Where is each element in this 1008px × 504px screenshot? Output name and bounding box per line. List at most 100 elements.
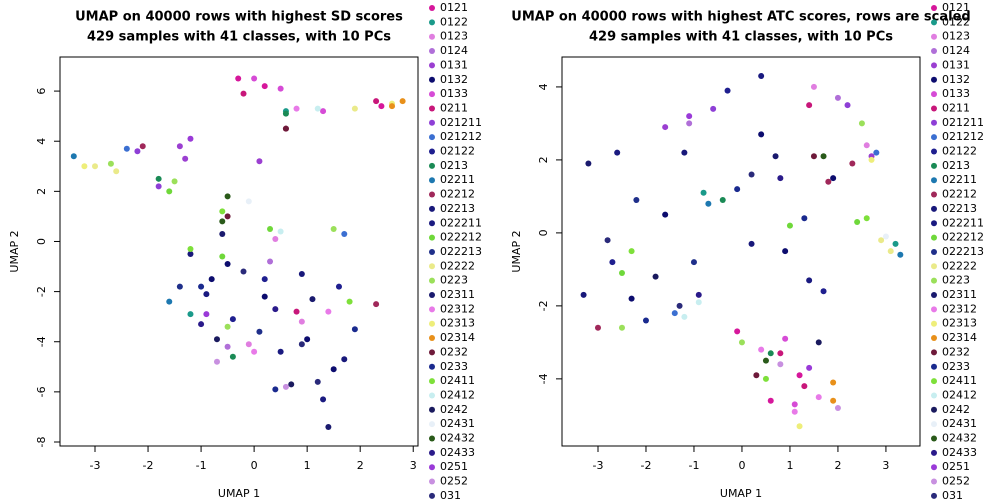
point [277, 348, 284, 355]
point [767, 350, 774, 357]
legend-marker [429, 19, 435, 26]
legend-marker [429, 5, 435, 11]
point [187, 311, 194, 318]
point [351, 326, 358, 333]
legend-label: 022212 [942, 231, 984, 244]
legend-marker [429, 378, 435, 385]
point [224, 261, 231, 268]
point [834, 405, 841, 412]
legend-label: 02311 [942, 288, 977, 301]
legend-label: 0121 [942, 1, 970, 14]
x-tick-label: 3 [882, 459, 889, 472]
x-tick-label: 0 [251, 459, 258, 472]
point [187, 251, 194, 258]
point [267, 225, 274, 232]
legend-label: 0242 [942, 403, 970, 416]
legend-marker [931, 162, 937, 169]
point [187, 135, 194, 142]
point [695, 299, 702, 306]
point [734, 328, 741, 335]
point [113, 168, 120, 175]
point [267, 258, 274, 265]
point [810, 83, 817, 90]
legend-label: 021212 [942, 130, 984, 143]
point [261, 276, 268, 283]
legend-label: 02314 [942, 331, 977, 344]
legend-label: 0131 [942, 58, 970, 71]
point [245, 341, 252, 348]
legend-marker [931, 492, 937, 499]
point [782, 248, 789, 255]
x-tick-label: 0 [738, 459, 745, 472]
point [878, 237, 885, 244]
legend-marker [429, 177, 435, 184]
point [261, 293, 268, 300]
point [314, 378, 321, 385]
legend-marker [429, 105, 435, 112]
x-axis-label: UMAP 1 [218, 487, 260, 500]
point [738, 339, 745, 346]
point [325, 423, 332, 430]
point [325, 308, 332, 315]
point [849, 160, 856, 167]
legend-label: 0213 [942, 159, 970, 172]
point [662, 124, 669, 131]
legend-marker [429, 320, 435, 327]
point [240, 90, 247, 97]
point [277, 85, 284, 92]
point [261, 83, 268, 90]
legend-marker [429, 292, 435, 298]
point [229, 316, 236, 323]
legend-marker [931, 134, 937, 141]
point [695, 291, 702, 298]
point [107, 160, 114, 167]
point [767, 397, 774, 404]
point [614, 149, 621, 156]
point [628, 248, 635, 255]
point [806, 277, 813, 284]
legend-marker [931, 148, 937, 155]
point [618, 270, 625, 277]
point [652, 273, 659, 280]
legend-label: 0223 [440, 274, 468, 287]
y-tick-label: 0 [537, 229, 550, 236]
point [642, 317, 649, 324]
point [609, 259, 616, 266]
point [796, 372, 803, 379]
point [155, 175, 162, 182]
point [801, 215, 808, 222]
legend-marker [429, 335, 435, 342]
point [854, 218, 861, 225]
point [791, 408, 798, 415]
legend-marker [931, 421, 937, 428]
point [815, 339, 822, 346]
y-tick-label: -8 [35, 437, 48, 448]
point [335, 283, 342, 290]
point [320, 108, 327, 115]
x-tick-label: -1 [196, 459, 207, 472]
legend-label: 02412 [942, 388, 977, 401]
x-tick-label: 3 [410, 459, 417, 472]
point [815, 394, 822, 401]
legend-marker [429, 33, 435, 40]
point [830, 379, 837, 386]
y-tick-label: -2 [537, 300, 550, 311]
chart-subtitle: 429 samples with 41 classes, with 10 PCs [87, 30, 391, 45]
y-tick-label: -4 [35, 336, 48, 347]
legend-marker [931, 76, 937, 83]
point [341, 356, 348, 363]
legend-label: 02411 [440, 374, 475, 387]
point [309, 296, 316, 303]
point [272, 306, 279, 313]
legend-marker [931, 105, 937, 112]
legend-label: 0122 [942, 15, 970, 28]
point [70, 153, 77, 160]
point [373, 98, 380, 105]
legend-label: 031 [440, 489, 461, 502]
point [213, 336, 220, 343]
point [256, 158, 263, 165]
legend-marker [931, 378, 937, 385]
chart-title: UMAP on 40000 rows with highest SD score… [75, 10, 403, 25]
legend-label: 02211 [440, 173, 475, 186]
point [758, 72, 765, 79]
